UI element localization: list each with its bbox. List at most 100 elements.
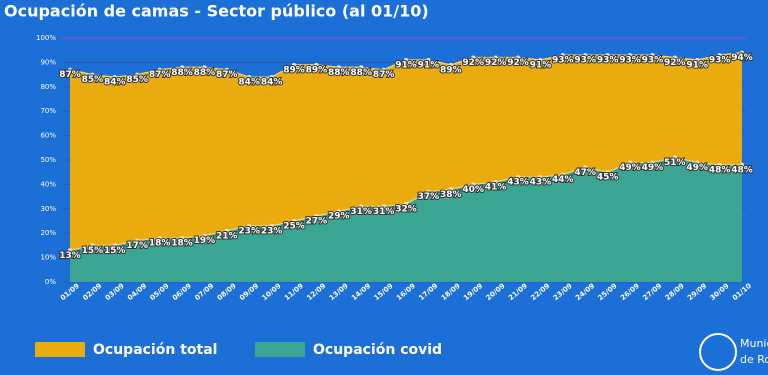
data-label: 87% [149, 70, 171, 80]
data-label: 32% [395, 204, 417, 214]
y-tick-label: 0% [45, 278, 56, 286]
point [471, 55, 476, 60]
data-label: 89% [440, 65, 462, 75]
point [695, 57, 700, 62]
data-label: 93% [552, 56, 574, 66]
data-label: 43% [507, 178, 529, 188]
point [516, 55, 520, 60]
y-tick-label: 10% [40, 254, 56, 262]
point [90, 243, 95, 248]
point [381, 67, 386, 72]
point [672, 55, 677, 60]
point [426, 57, 431, 62]
data-label: 88% [194, 68, 216, 78]
point [359, 204, 364, 209]
data-label: 49% [686, 163, 708, 173]
data-label: 85% [82, 75, 104, 85]
x-tick-label: 30/09 [709, 282, 731, 302]
y-tick-label: 90% [40, 58, 56, 66]
data-label: 93% [597, 56, 619, 66]
data-label: 37% [418, 192, 440, 202]
x-tick-label: 29/09 [686, 282, 708, 302]
point [605, 170, 610, 175]
point [628, 53, 632, 58]
x-tick-label: 14/09 [350, 282, 372, 302]
logo-text: Munic [740, 337, 768, 350]
data-label: 89% [283, 65, 305, 75]
data-label: 45% [597, 173, 619, 183]
point [202, 65, 207, 70]
x-tick-label: 01/09 [59, 282, 81, 302]
point [247, 223, 252, 228]
data-label: 89% [306, 65, 328, 75]
x-tick-label: 28/09 [664, 282, 686, 302]
data-label: 25% [283, 222, 305, 232]
legend-label: Ocupación total [93, 342, 217, 358]
data-label: 94% [731, 53, 753, 63]
point [560, 53, 565, 58]
point [538, 175, 543, 180]
x-tick-label: 12/09 [305, 282, 327, 302]
logo: Munic de Ros [699, 333, 768, 371]
point [112, 75, 117, 80]
legend-swatch [255, 342, 305, 357]
data-label: 91% [530, 60, 552, 70]
point [650, 53, 655, 58]
point [740, 162, 744, 167]
data-label: 48% [709, 165, 731, 175]
data-label: 29% [328, 212, 350, 222]
x-tick-label: 05/09 [149, 282, 171, 302]
point [180, 236, 184, 241]
data-label: 84% [104, 78, 126, 88]
data-label: 92% [485, 58, 507, 68]
point [135, 238, 140, 243]
data-label: 31% [350, 207, 372, 217]
point [583, 165, 588, 170]
data-label: 49% [619, 163, 641, 173]
data-label: 38% [440, 190, 462, 200]
point [493, 55, 498, 60]
x-tick-label: 03/09 [104, 282, 126, 302]
point [224, 228, 229, 233]
point [381, 204, 386, 209]
data-label: 47% [574, 168, 596, 178]
point [269, 223, 274, 228]
point [650, 160, 655, 165]
point [583, 53, 588, 58]
legend-swatch [35, 342, 85, 357]
y-tick-label: 70% [40, 107, 56, 115]
point [628, 160, 632, 165]
x-tick-label: 02/09 [81, 282, 103, 302]
y-tick-label: 30% [40, 205, 56, 213]
x-tick-label: 24/09 [574, 282, 596, 302]
data-label: 91% [395, 60, 417, 70]
point [68, 67, 72, 72]
y-tick-label: 80% [40, 83, 56, 91]
x-tick-label: 20/09 [485, 282, 507, 302]
x-tick-label: 09/09 [238, 282, 260, 302]
x-tick-label: 26/09 [619, 282, 641, 302]
data-label: 15% [82, 246, 104, 256]
y-tick-label: 50% [40, 156, 56, 164]
data-label: 93% [642, 56, 664, 66]
data-label: 87% [59, 70, 81, 80]
point [314, 62, 319, 67]
data-label: 91% [418, 60, 440, 70]
logo-emblem [699, 333, 737, 371]
x-tick-label: 01/10 [731, 282, 753, 302]
data-label: 44% [552, 175, 574, 185]
point [448, 62, 453, 67]
logo-text: de Ros [740, 353, 768, 366]
data-label: 85% [126, 75, 148, 85]
point [180, 65, 184, 70]
x-tick-label: 15/09 [373, 282, 395, 302]
point [247, 75, 252, 80]
data-label: 49% [642, 163, 664, 173]
point [516, 175, 520, 180]
point [404, 201, 408, 206]
data-label: 18% [171, 239, 193, 249]
point [292, 219, 296, 223]
data-label: 88% [328, 68, 350, 78]
data-label: 41% [485, 182, 507, 192]
